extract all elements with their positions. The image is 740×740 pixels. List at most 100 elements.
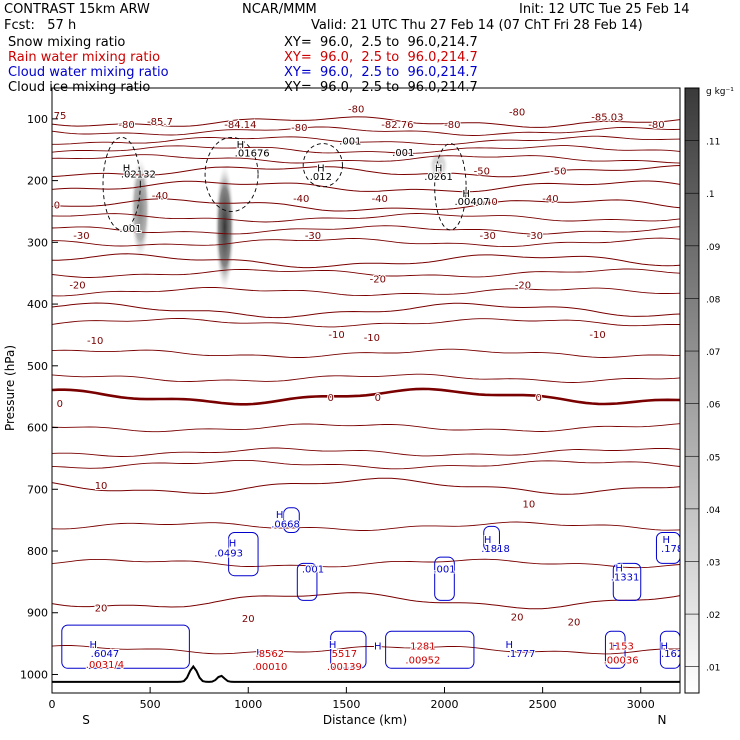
x-tick-label-2000: 2000 [431, 698, 459, 711]
temperature-label-33: 0 [536, 393, 542, 404]
x-tick-label-1000: 1000 [234, 698, 262, 711]
snow-label-10: .0261 [424, 172, 453, 183]
snow-label-5: .001 [339, 137, 361, 148]
cloud-water-contour-7 [483, 525, 500, 552]
temperature-label-34: 10 [95, 481, 108, 492]
temperature-label-3: -82.76 [381, 120, 413, 131]
snow-label-7: .012 [310, 172, 332, 183]
colorbar-tick-label-7: .08 [706, 295, 721, 305]
isotherm-line-minor [52, 317, 680, 328]
y-tick-label-600: 600 [27, 422, 48, 435]
temperature-label-26: -10 [87, 336, 103, 347]
temperature-label-0: 83.75 [38, 111, 67, 122]
cloud-water-contour-11 [659, 630, 680, 669]
temperature-label-16: -40 [372, 194, 388, 205]
isotherm-line--40 [52, 180, 680, 193]
rain-label-7: 1153 [608, 642, 633, 653]
y-tick-label-1000: 1000 [20, 668, 48, 681]
colorbar-tick-label-1: .02 [706, 611, 720, 621]
cloud-water-contour-10 [655, 531, 680, 564]
temperature-label-22: -30 [527, 231, 543, 242]
rain-label-4: .00139 [327, 662, 362, 673]
cloud-ice-contour-2 [302, 143, 343, 188]
y-tick-label-500: 500 [27, 360, 48, 373]
cloud-water-contour-1 [228, 531, 259, 577]
isotherm-line--30 [52, 198, 680, 212]
cloud-water-label-17: H [505, 640, 513, 651]
colorbar-tick-label-6: .07 [706, 348, 720, 358]
temperature-label-6: -80 [291, 123, 307, 134]
plot-frame [51, 87, 681, 694]
snow-label-4: .01676 [235, 148, 270, 159]
isotherm-line-minor [52, 373, 680, 383]
rain-label-3: 5517 [332, 649, 357, 660]
isotherm-line-minor [52, 348, 680, 358]
x-tick-label-500: 500 [140, 698, 161, 711]
isotherm-line-minor [52, 521, 680, 531]
isotherm-line--10 [52, 302, 680, 319]
colorbar-tick-label-5: .06 [706, 401, 721, 411]
temperature-label-19: -30 [73, 231, 89, 242]
org-title: NCAR/MMM [242, 2, 317, 17]
cloud-water-label-21: .162 [661, 649, 683, 660]
snow-label-11: H [462, 189, 470, 200]
cloud-water-label-18: .1777 [507, 649, 536, 660]
model-title: CONTRAST 15km ARW [4, 2, 150, 17]
temperature-label-10: -80 [648, 120, 664, 131]
temperature-label-20: -30 [305, 231, 321, 242]
cloud-water-label-19: H [611, 642, 619, 653]
snow-label-3: H [237, 140, 245, 151]
temperature-label-37: 20 [242, 614, 255, 625]
cloud-ice-contour-1 [204, 136, 259, 212]
cloud-water-contour-0 [61, 624, 190, 669]
cloud-water-contour-8 [612, 562, 642, 601]
y-tick-label-700: 700 [27, 483, 48, 496]
temperature-label-39: 20 [568, 618, 581, 629]
isotherm-line-minor [52, 459, 680, 470]
isotherm-line-minor [52, 126, 680, 136]
isotherm-line-minor [52, 213, 680, 223]
forecast-hour: Fcst: 57 h [4, 18, 77, 33]
cloud-water-label-4: .001 [302, 565, 324, 576]
rain-label-2: .00010 [252, 662, 287, 673]
init-time: Init: 12 UTC Tue 25 Feb 14 [519, 2, 690, 17]
cloud-water-label-3: .0668 [271, 519, 300, 530]
temperature-label-11: -50 [474, 166, 490, 177]
colorbar-tick-label-10: .11 [706, 138, 720, 148]
temperature-label-15: -40 [293, 194, 309, 205]
cloud-water-label-13: .6047 [91, 649, 120, 660]
y-tick-label-400: 400 [27, 298, 48, 311]
x-axis-title: Distance (km) [323, 713, 407, 727]
cloud-water-label-1: .0493 [214, 548, 243, 559]
field-xy-cloud-water: XY= 96.0, 2.5 to 96.0,214.7 [284, 65, 478, 80]
temperature-label-4: -85.03 [591, 113, 623, 124]
isotherm-line-minor [52, 135, 680, 146]
isotherm-line-minor [52, 286, 680, 297]
colorbar-tick-label-0: .01 [706, 664, 720, 674]
y-tick-label-200: 200 [27, 175, 48, 188]
isotherm-line-20 [52, 592, 680, 610]
snow-label-12: .00407 [454, 197, 489, 208]
rain-label-8: .00036 [604, 655, 639, 666]
y-axis-title: Pressure (hPa) [3, 345, 17, 431]
colorbar-tick-label-2: .03 [706, 558, 720, 568]
x-tick-label-2500: 2500 [529, 698, 557, 711]
cloud-water-label-8: H [615, 563, 623, 574]
field-label-snow: Snow mixing ratio [8, 35, 126, 50]
x-end-label-south: S [82, 713, 90, 727]
snow-shading-core-0 [130, 155, 151, 261]
rain-label-0: .0031/4 [86, 660, 124, 671]
cloud-water-label-20: H [661, 642, 669, 653]
temperature-label-21: -30 [480, 231, 496, 242]
cloud-water-label-16: H [374, 642, 382, 653]
temperature-label-31: 0 [327, 393, 333, 404]
cloud-water-contour-6 [385, 630, 475, 669]
temperature-label-18: -40 [542, 194, 558, 205]
x-end-label-north: N [658, 713, 667, 727]
snow-label-6: H [317, 163, 325, 174]
valid-time: Valid: 21 UTC Thu 27 Feb 14 (07 ChT Fri … [311, 18, 643, 33]
temperature-label-2: -84.14 [224, 120, 256, 131]
temperature-label-30: 0 [57, 399, 63, 410]
cloud-water-label-7: .1818 [481, 544, 510, 555]
